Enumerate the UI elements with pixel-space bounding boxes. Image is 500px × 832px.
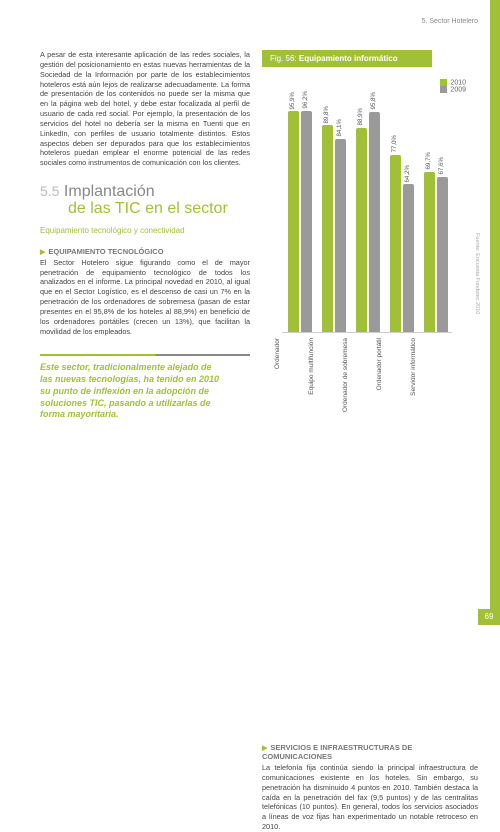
category-label: Ordenador de sobremesa	[342, 338, 349, 412]
legend-2009: 2009	[440, 86, 466, 93]
page-right-accent	[490, 0, 500, 625]
bar-value-label: 64,2%	[404, 165, 411, 183]
running-header: 5. Sector Hotelero	[40, 18, 478, 25]
arrow-icon: ▶	[262, 745, 267, 752]
pullquote: Este sector, tradicionalmente alejado de…	[40, 362, 220, 420]
section-title-line2: de las TIC en el sector	[68, 200, 228, 217]
subhead-equipamiento: ▶EQUIPAMIENTO TECNOLÓGICO	[40, 247, 250, 256]
category-label: Servidor informático	[410, 338, 417, 396]
section-number: 5.5	[40, 183, 59, 199]
bar-value-label: 69,7%	[425, 152, 432, 170]
left-column: A pesar de esta interesante aplicación d…	[40, 50, 250, 421]
category-label: Ordenador	[274, 338, 281, 369]
servicios-paragraph: La telefonía fija continúa siendo la pri…	[262, 763, 478, 832]
bar-2009: 84,1%	[335, 139, 346, 332]
category-label: Equipo multifunción	[308, 338, 315, 395]
bar-value-label: 96,2%	[302, 91, 309, 109]
category-label: Ordenador portátil	[376, 338, 383, 390]
figure-title: Fig. 56: Equipamiento informático	[262, 50, 432, 67]
section-subtitle: Equipamiento tecnológico y conectividad	[40, 226, 250, 235]
chart-source: Fuente: Encuesta Fundetec 2010	[474, 233, 480, 314]
subhead-servicios: ▶SERVICIOS E INFRAESTRUCTURAS DE COMUNIC…	[262, 743, 478, 761]
bar-2010: 95,9%	[288, 111, 299, 332]
page-number: 69	[478, 609, 500, 625]
bar-value-label: 89,8%	[323, 106, 330, 124]
section-heading: 5.5 Implantación de las TIC en el sector	[40, 184, 250, 218]
bar-value-label: 67,6%	[438, 157, 445, 175]
chart-equipamiento: 2010 2009 95,9%96,2%89,8%84,1%88,9%95,8%…	[262, 73, 478, 403]
bar-value-label: 77,0%	[391, 135, 398, 153]
right-column: Fig. 56: Equipamiento informático 2010 2…	[262, 50, 478, 832]
bar-2009: 64,2%	[403, 184, 414, 332]
intro-paragraph: A pesar de esta interesante aplicación d…	[40, 50, 250, 168]
pullquote-rule	[40, 354, 250, 356]
bar-value-label: 95,9%	[289, 92, 296, 110]
chart-legend: 2010 2009	[440, 79, 466, 94]
bar-2010: 88,9%	[356, 128, 367, 332]
bar-2010: 69,7%	[424, 172, 435, 332]
bar-2009: 96,2%	[301, 111, 312, 332]
equipamiento-paragraph: El Sector Hotelero sigue figurando como …	[40, 258, 250, 337]
bar-2010: 77,0%	[390, 155, 401, 332]
legend-2010: 2010	[440, 79, 466, 86]
bar-2010: 89,8%	[322, 125, 333, 332]
chart-bars-area: 95,9%96,2%89,8%84,1%88,9%95,8%77,0%64,2%…	[282, 103, 452, 333]
under-chart-text: ▶SERVICIOS E INFRAESTRUCTURAS DE COMUNIC…	[262, 743, 478, 832]
bar-value-label: 88,9%	[357, 108, 364, 126]
section-title-line1: Implantación	[64, 183, 155, 200]
bar-value-label: 84,1%	[336, 119, 343, 137]
bar-value-label: 95,8%	[370, 92, 377, 110]
arrow-icon: ▶	[40, 249, 45, 256]
bar-2009: 67,6%	[437, 177, 448, 332]
bar-2009: 95,8%	[369, 112, 380, 332]
